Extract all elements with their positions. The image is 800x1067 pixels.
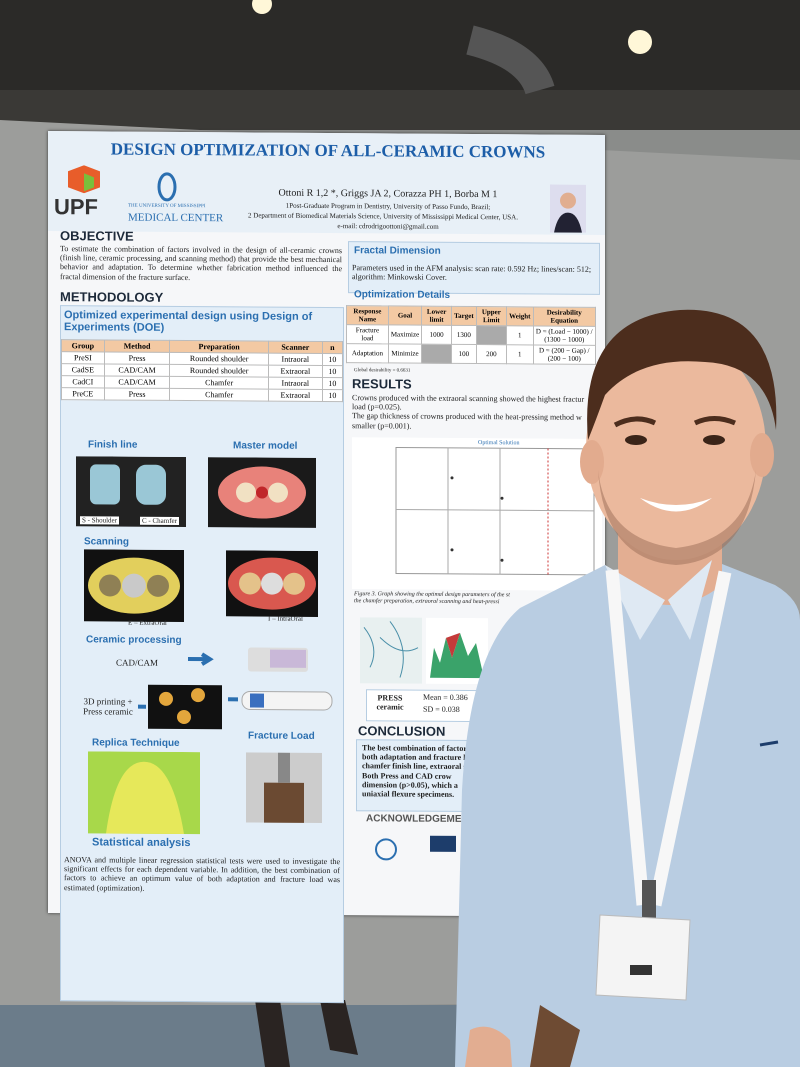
logo-umc-mark (157, 172, 177, 202)
poster: DESIGN OPTIMIZATION OF ALL-CERAMIC CROWN… (48, 131, 605, 1004)
finish-line-images (76, 456, 316, 528)
sponsor-logos (375, 835, 456, 861)
author-photo (550, 184, 586, 233)
fractal-images (360, 617, 488, 685)
optimal-solution-chart (352, 437, 602, 591)
scanning-images (84, 549, 318, 623)
logo-upf-mark (68, 165, 100, 194)
replica-images (88, 751, 322, 835)
processing-images (138, 647, 333, 730)
